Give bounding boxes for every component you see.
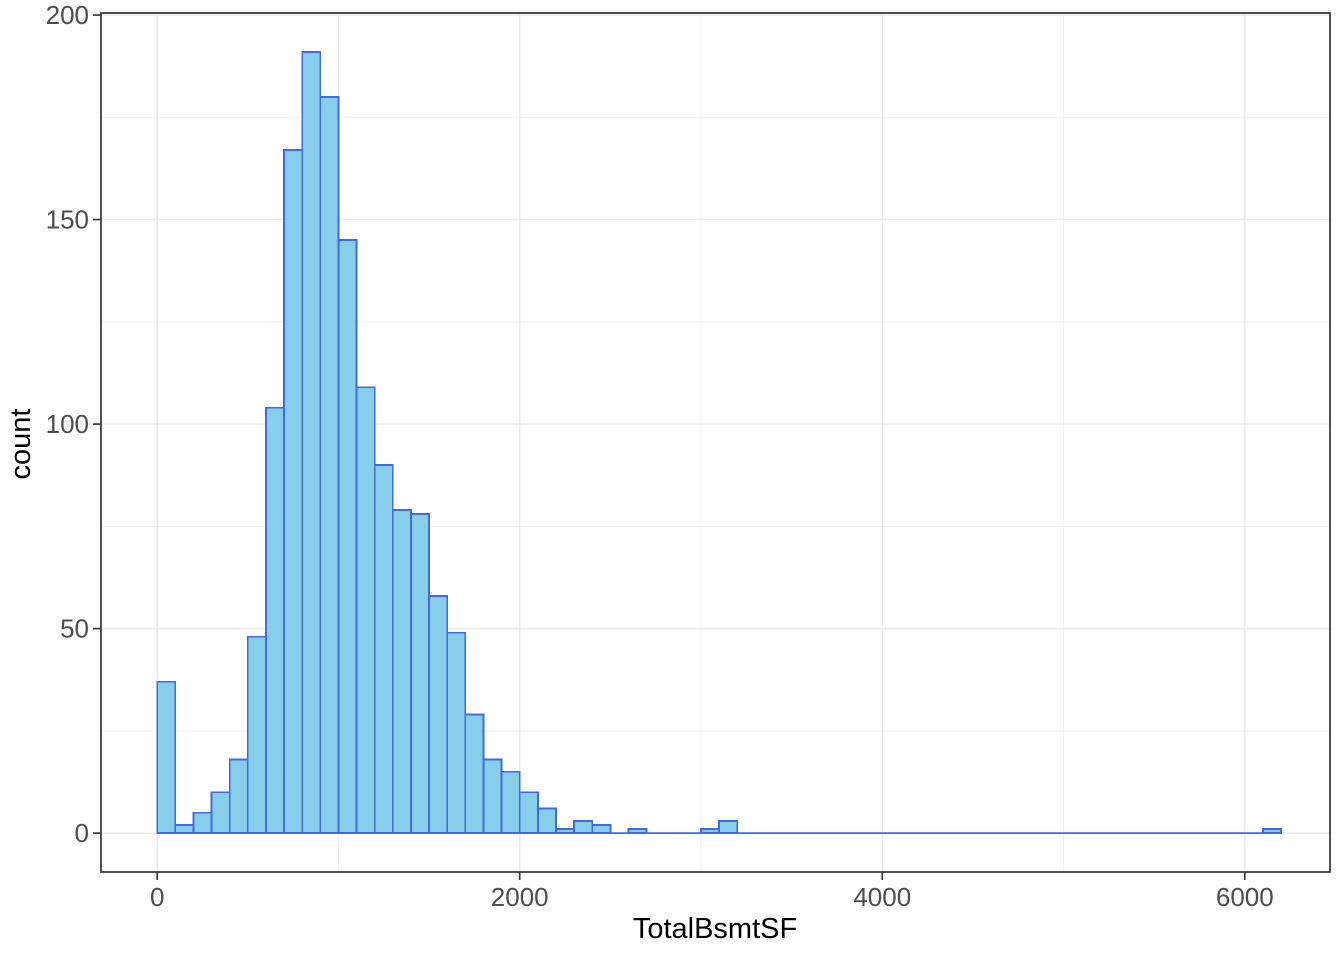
y-tick-label: 150 (46, 205, 89, 235)
histogram-bar (428, 594, 449, 835)
x-axis-title: TotalBsmtSF (633, 913, 797, 945)
histogram-bar (265, 406, 285, 835)
y-tick-label: 50 (60, 614, 89, 644)
histogram-bar (555, 828, 576, 835)
histogram-bar (319, 95, 340, 835)
y-tick-label: 0 (75, 818, 89, 848)
histogram-bar (246, 635, 267, 835)
x-tick-label: 6000 (1216, 882, 1274, 912)
histogram-bar (337, 239, 358, 835)
histogram-bar (718, 819, 739, 835)
histogram-bar (192, 811, 213, 835)
histogram-bar (482, 758, 503, 835)
histogram-bar (464, 713, 485, 835)
histogram-bar (700, 828, 721, 835)
histogram-bar (391, 509, 412, 835)
x-tick-label: 2000 (491, 882, 549, 912)
y-tick-label: 100 (46, 409, 89, 439)
x-tick-label: 4000 (853, 882, 911, 912)
histogram-bar (301, 50, 322, 835)
histogram-bar (283, 149, 304, 835)
axis-tick-marks (93, 14, 1246, 880)
y-axis-title: count (5, 409, 37, 480)
histogram-bar (518, 791, 539, 835)
axis-tick-labels: 0 2000 4000 6000 0 50 100 150 200 (46, 0, 1274, 912)
histogram-bar (156, 680, 177, 835)
histogram-bar (373, 464, 394, 835)
panel-border (100, 12, 1331, 873)
histogram-bar (174, 824, 195, 835)
histogram-bar (536, 807, 557, 835)
y-tick-label: 200 (46, 0, 89, 30)
histogram-bar (410, 513, 430, 835)
x-tick-label: 0 (150, 882, 164, 912)
histogram-bars (156, 50, 1282, 835)
panel-border-rect (100, 12, 1331, 873)
histogram-bar (355, 386, 376, 835)
histogram-bar (210, 791, 231, 835)
histogram-bar (500, 770, 521, 835)
histogram-bar (446, 631, 467, 835)
histogram-bar (1262, 828, 1282, 835)
histogram-bar (228, 758, 249, 835)
histogram-bar (573, 819, 594, 835)
histogram-bar (591, 824, 612, 835)
histogram-bar (627, 828, 648, 835)
